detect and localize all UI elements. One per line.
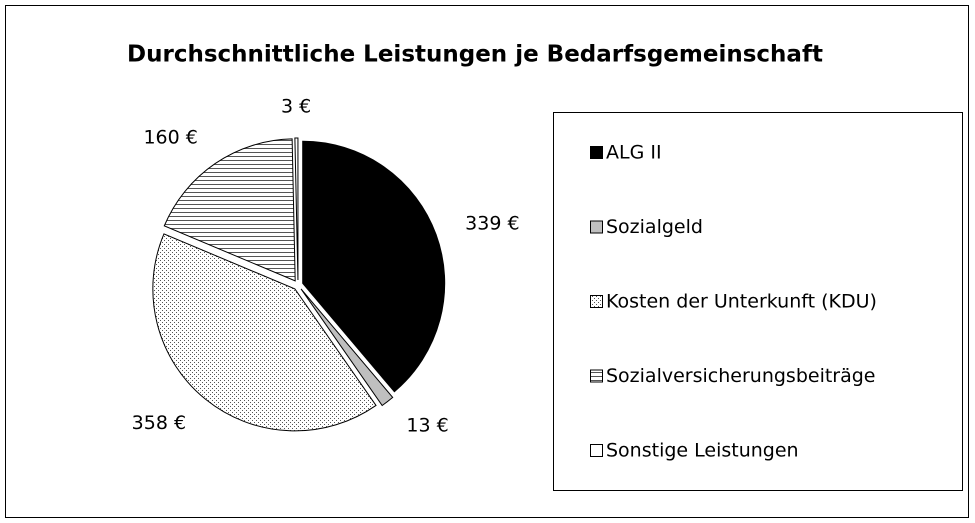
data-label: 3 €: [281, 96, 311, 118]
legend-label: Sozialgeld: [606, 216, 703, 238]
legend-swatch: [590, 369, 603, 383]
data-label: 160 €: [143, 126, 197, 148]
legend-label: ALG II: [606, 142, 662, 164]
legend-swatch: [590, 220, 603, 234]
legend-label: Sozialversicherungsbeiträge: [606, 365, 876, 387]
data-label: 358 €: [132, 412, 186, 434]
legend-swatch: [590, 146, 603, 159]
data-label: 13 €: [406, 415, 448, 437]
pie-slice: [294, 137, 299, 281]
pie-slice: [152, 233, 377, 432]
legend-swatch: [590, 295, 603, 308]
legend-label: Kosten der Unterkunft (KDU): [606, 291, 877, 313]
data-label: 339 €: [465, 212, 519, 234]
pie-slice: [302, 140, 446, 393]
legend-label: Sonstige Leistungen: [606, 440, 799, 462]
legend-swatch: [590, 444, 603, 457]
legend-box: [553, 112, 963, 491]
pie-slice: [300, 288, 394, 407]
pie-slice: [163, 138, 296, 282]
chart-title: Durchschnittliche Leistungen je Bedarfsg…: [127, 42, 823, 68]
